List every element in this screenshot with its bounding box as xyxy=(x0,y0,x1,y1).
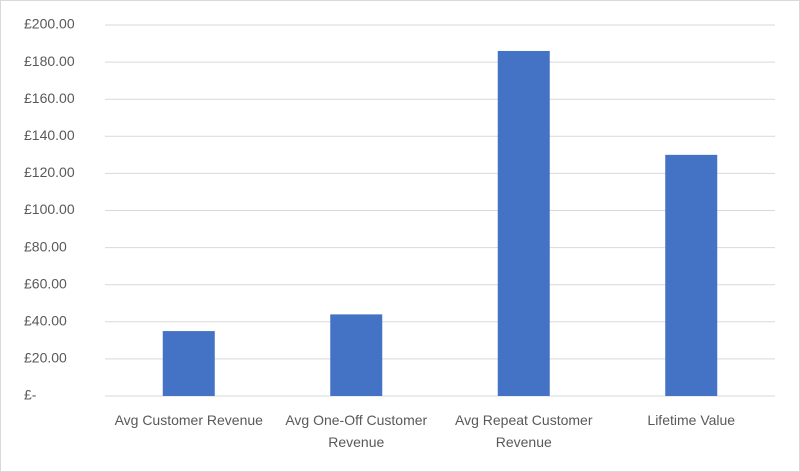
x-tick-label: Lifetime Value xyxy=(647,412,736,428)
y-tick-label: £140.00 xyxy=(24,127,75,143)
y-tick-label: £200.00 xyxy=(24,16,75,32)
y-tick-label: £180.00 xyxy=(24,53,75,69)
x-tick-label: Avg One-Off Customer Revenue xyxy=(285,412,428,450)
y-tick-label: £160.00 xyxy=(24,90,75,106)
y-tick-label: £40.00 xyxy=(24,313,67,329)
y-tick-label: £60.00 xyxy=(24,275,67,291)
y-tick-label: £- xyxy=(24,387,37,403)
bar xyxy=(497,50,550,396)
y-tick-label: £80.00 xyxy=(24,238,67,254)
x-tick-label: Avg Customer Revenue xyxy=(114,412,263,428)
y-tick-label: £20.00 xyxy=(24,350,67,366)
y-tick-label: £100.00 xyxy=(24,201,75,217)
y-tick-label: £120.00 xyxy=(24,164,75,180)
bar xyxy=(330,314,383,396)
bar xyxy=(665,154,718,396)
bar xyxy=(162,331,215,396)
x-tick-label: Avg Repeat Customer Revenue xyxy=(455,412,593,450)
